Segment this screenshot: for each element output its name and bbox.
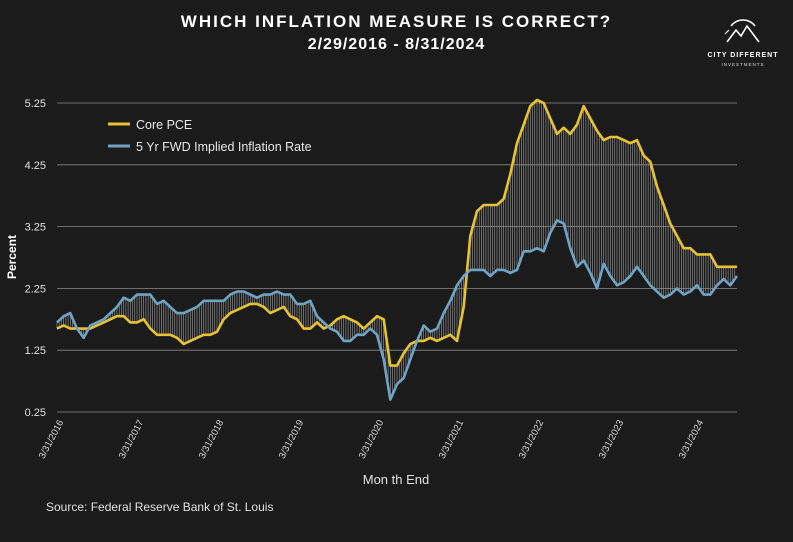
core-pce-series-line bbox=[56, 98, 737, 367]
y-axis-label: Percent bbox=[5, 235, 19, 279]
x-tick-label: 3/31/2018 bbox=[197, 418, 227, 460]
y-tick-label: 4.25 bbox=[25, 160, 46, 172]
x-tick-label: 3/31/2019 bbox=[277, 418, 307, 460]
legend-label-fwd: 5 Yr FWD Implied Inflation Rate bbox=[136, 140, 312, 154]
x-tick-label: 3/31/2023 bbox=[597, 418, 627, 460]
x-tick-label: 3/31/2017 bbox=[117, 418, 147, 460]
x-tick-label: 3/31/2022 bbox=[517, 418, 547, 460]
y-tick-label: 2.25 bbox=[25, 283, 46, 295]
source-note: Source: Federal Reserve Bank of St. Loui… bbox=[46, 500, 274, 514]
mountain-circle-logo-icon bbox=[724, 19, 760, 43]
fwd-inflation-series-line bbox=[56, 219, 739, 401]
chart-subtitle: 2/29/2016 - 8/31/2024 bbox=[307, 36, 486, 53]
x-tick-label: 3/31/2020 bbox=[357, 418, 387, 460]
y-tick-label: 1.25 bbox=[25, 345, 46, 357]
legend-label-core-pce: Core PCE bbox=[136, 118, 192, 132]
x-tick-label: 3/31/2016 bbox=[37, 418, 67, 460]
y-tick-label: 3.25 bbox=[25, 222, 46, 234]
x-tick-label: 3/31/2021 bbox=[437, 418, 467, 460]
y-tick-label: 5.25 bbox=[25, 98, 46, 110]
logo-name: CITY DIFFERENT bbox=[707, 52, 779, 59]
x-axis-label: Mon th End bbox=[363, 472, 430, 487]
city-different-logo: CITY DIFFERENT INVESTMENTS bbox=[700, 12, 786, 72]
chart-title: WHICH INFLATION MEASURE IS CORRECT? bbox=[180, 12, 613, 31]
logo-tagline: INVESTMENTS bbox=[721, 62, 765, 67]
x-tick-label: 3/31/2024 bbox=[677, 418, 707, 460]
y-tick-label: 0.25 bbox=[25, 407, 46, 419]
